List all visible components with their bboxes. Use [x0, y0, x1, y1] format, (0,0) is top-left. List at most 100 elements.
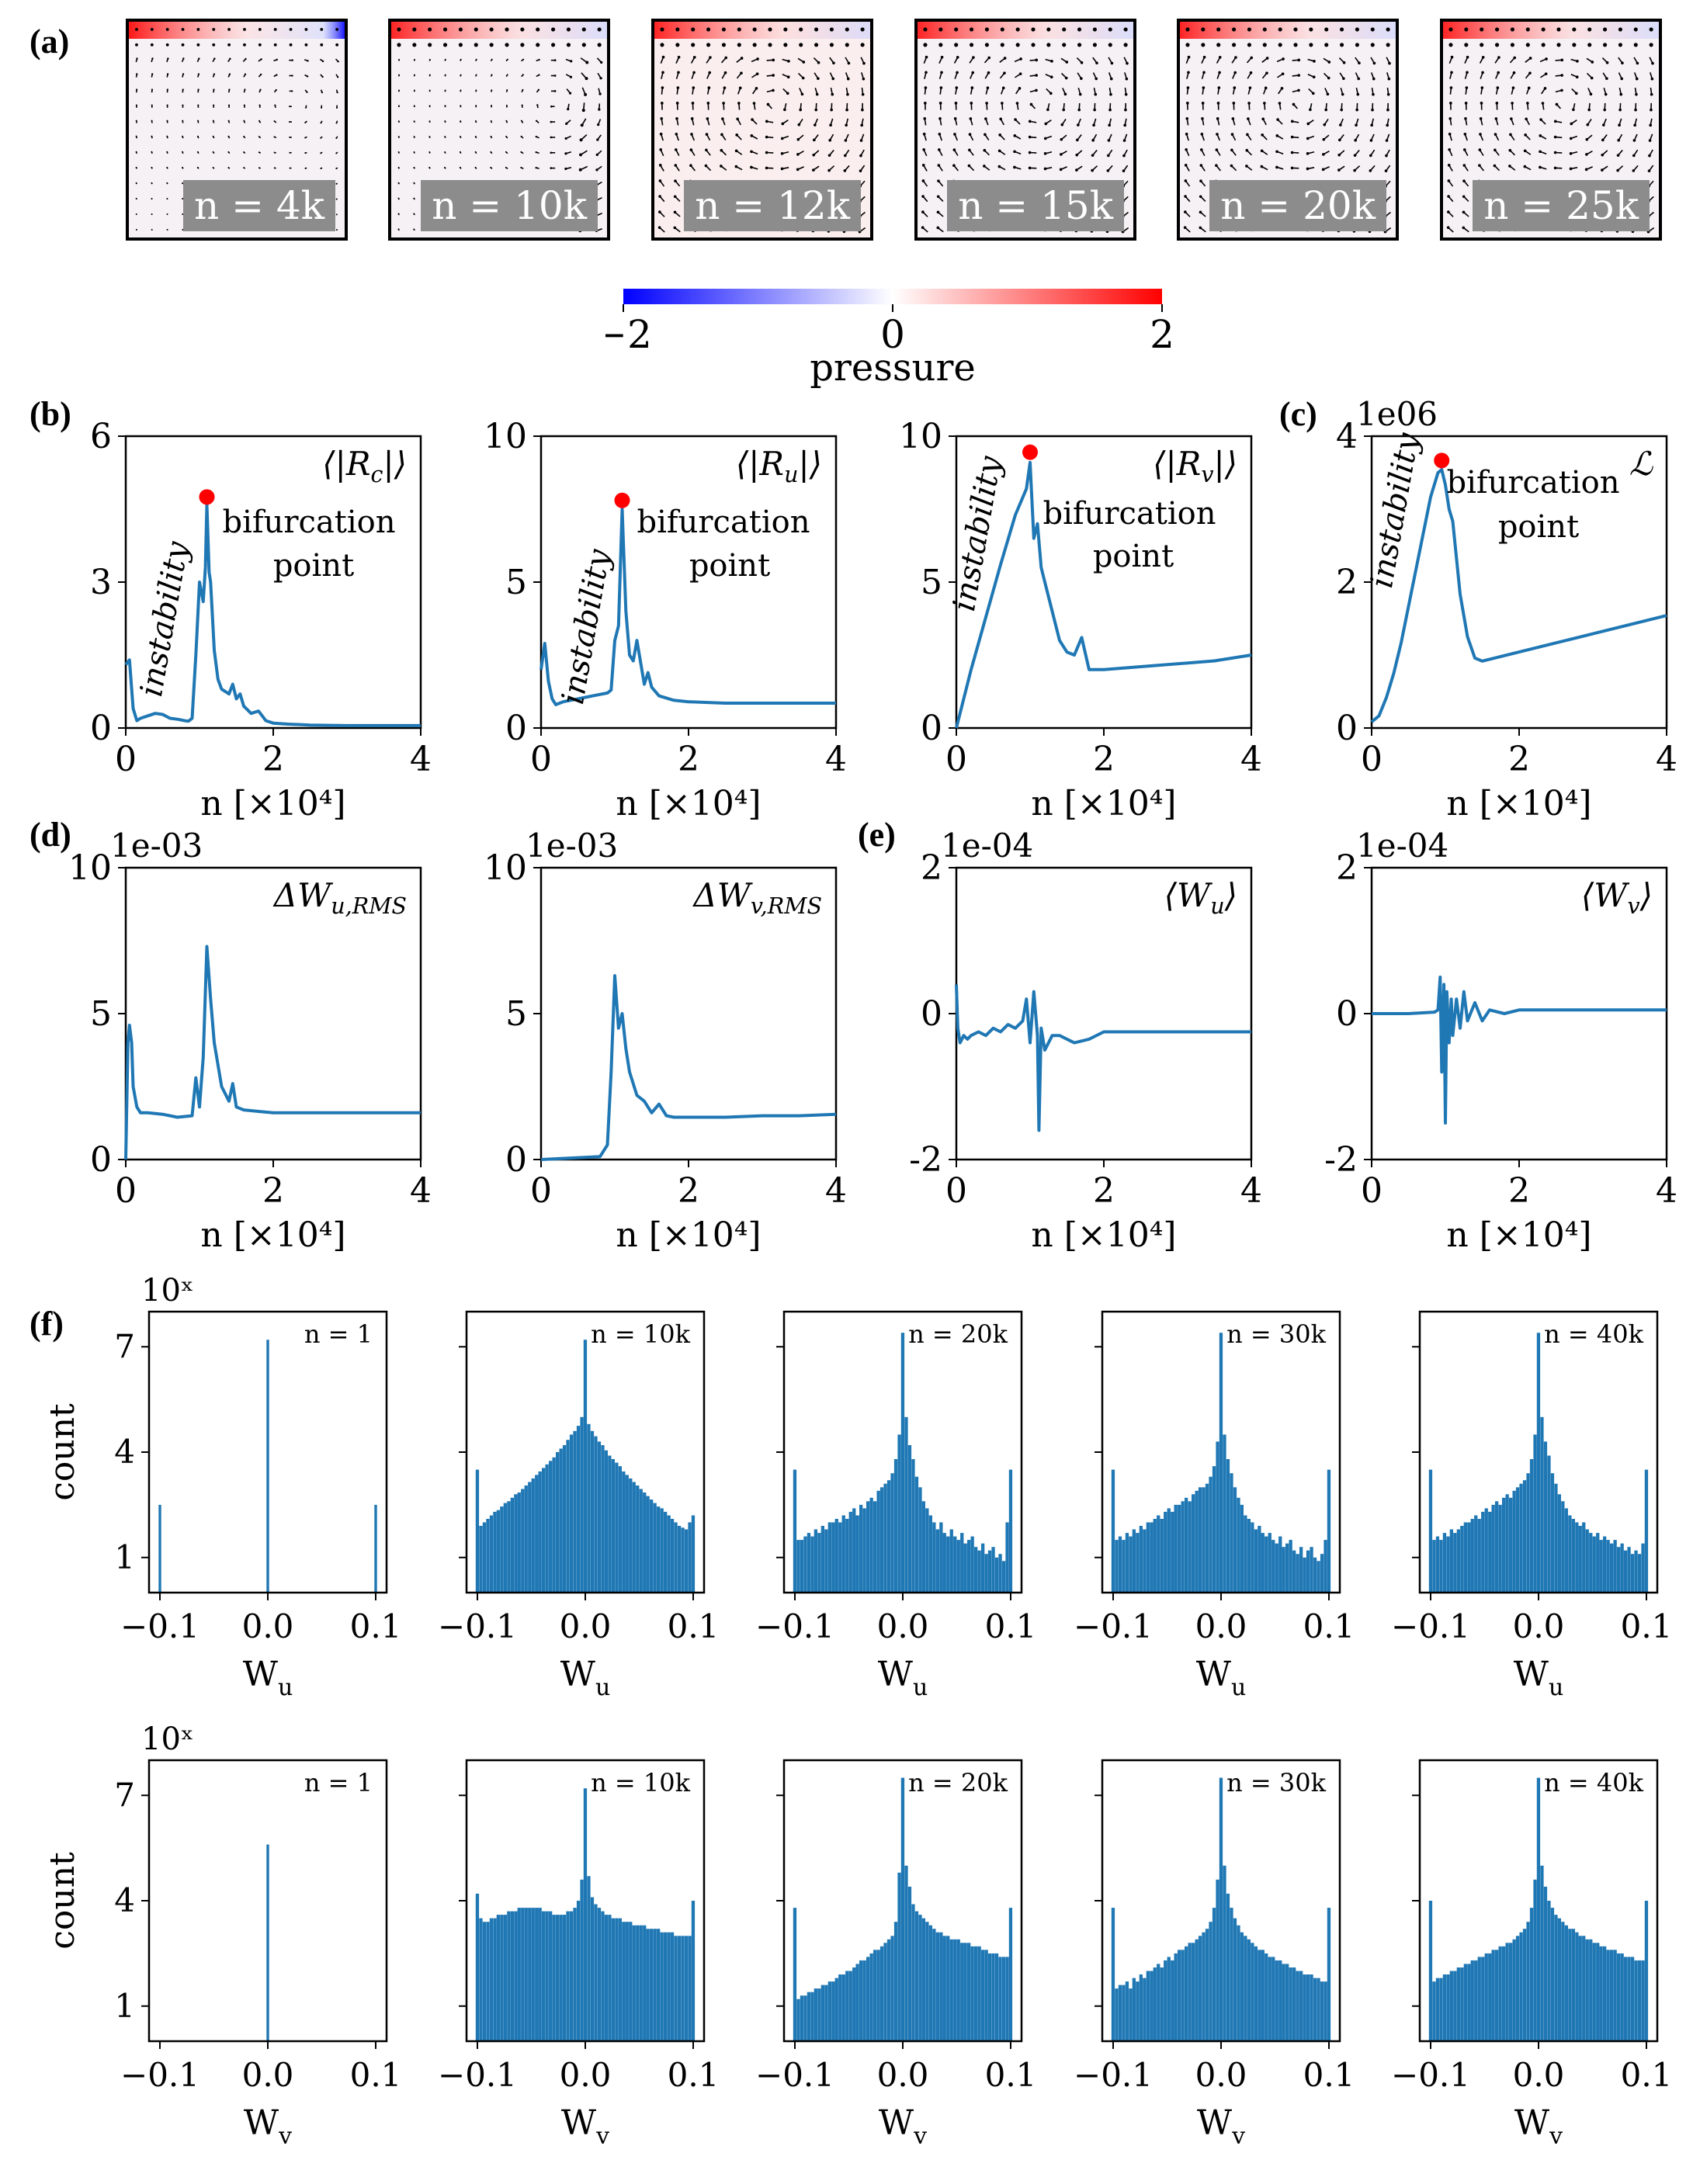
hist-bar	[1463, 1522, 1467, 1593]
velocity-arrow-head	[1216, 102, 1220, 105]
velocity-arrow-head	[1262, 43, 1267, 47]
hist-bar	[807, 1992, 811, 2041]
velocity-arrow-head	[921, 164, 925, 167]
hist-bar	[1582, 1522, 1586, 1593]
velocity-arrow-head	[925, 71, 928, 75]
velocity-arrow-head	[1280, 87, 1284, 90]
series-label--r-c-: ⟨|Rc|⟩	[322, 445, 407, 487]
velocity-arrow-head	[166, 182, 168, 184]
velocity-arrow-head	[1281, 72, 1285, 75]
hist-bar	[681, 1527, 685, 1593]
series-line	[124, 945, 421, 1160]
velocity-arrow-head	[321, 75, 324, 78]
velocity-arrow-head	[520, 166, 522, 168]
velocity-arrow-head	[506, 89, 508, 92]
hist-label: n = 40k	[1544, 1319, 1643, 1349]
hist-bar	[552, 1915, 556, 2041]
velocity-arrow-head	[1028, 151, 1032, 154]
hist-bar	[622, 1922, 626, 2041]
hist-bar	[1289, 1967, 1292, 2041]
hist-bar	[667, 1515, 671, 1593]
velocity-arrow-head	[1028, 135, 1032, 139]
hist-bar	[1118, 1536, 1122, 1593]
velocity-arrow-head	[1184, 179, 1188, 182]
hist-bar	[893, 1922, 898, 2041]
velocity-arrow-head	[444, 120, 446, 123]
x-tick-label: 0.0	[1195, 2056, 1247, 2094]
hist-bar	[625, 1922, 629, 2041]
velocity-arrow-head	[660, 27, 664, 32]
x-tick-label: 4	[825, 740, 847, 779]
hist-bar	[1198, 1487, 1202, 1593]
hist-bar	[503, 1503, 507, 1593]
annotation-point: point	[273, 548, 354, 584]
hist-bar	[507, 1911, 511, 2041]
velocity-arrow-head	[921, 210, 925, 213]
x-tick-label: 0.1	[985, 2056, 1037, 2094]
velocity-arrow-head	[1245, 165, 1248, 168]
hist-bar	[1275, 1543, 1278, 1593]
hist-bar	[1265, 1953, 1268, 2041]
velocity-arrow-head	[1126, 61, 1129, 65]
velocity-arrow-head	[444, 105, 446, 107]
velocity-arrow-head	[151, 73, 154, 75]
hist-bar	[1230, 1908, 1233, 2041]
series-label--w-v-: ⟨Wv⟩	[1581, 876, 1653, 919]
velocity-arrow-head	[676, 86, 680, 89]
hist-bar	[1540, 1416, 1544, 1593]
velocity-arrow-head	[922, 132, 926, 136]
velocity-arrow-head	[135, 120, 137, 122]
velocity-arrow-head	[940, 55, 944, 59]
hist-bar	[510, 1911, 514, 2041]
velocity-arrow-head	[1322, 153, 1325, 156]
hist-bar	[538, 1471, 542, 1593]
velocity-arrow-head	[181, 28, 185, 31]
hist-bar	[820, 1985, 824, 2041]
hist-bar	[1244, 1515, 1247, 1593]
hist-bar	[1150, 1522, 1154, 1593]
velocity-arrow-head	[938, 27, 943, 32]
y-tick-label: 3	[90, 563, 112, 602]
velocity-arrow-head	[783, 43, 788, 47]
hist-bar	[883, 1943, 887, 2041]
hist-bar	[503, 1915, 507, 2041]
velocity-arrow-head	[538, 74, 540, 76]
y-tick-label: 5	[505, 994, 527, 1034]
velocity-arrow-head	[971, 71, 975, 75]
hist-bar	[1596, 1943, 1600, 2041]
velocity-arrow-head	[1091, 168, 1094, 172]
velocity-arrow-head	[936, 195, 940, 199]
hist-bar	[1526, 1922, 1530, 2041]
velocity-arrow-head	[166, 151, 168, 153]
velocity-arrow-head	[335, 137, 338, 139]
velocity-arrow-head	[136, 57, 138, 60]
velocity-arrow-head	[1265, 57, 1269, 60]
hist-bar	[1258, 1950, 1261, 2041]
hist-bar	[1564, 1508, 1568, 1593]
velocity-arrow-head	[1327, 76, 1330, 80]
velocity-arrow-head	[987, 71, 990, 75]
hist-bar	[1240, 1932, 1244, 2041]
hist-bar	[1205, 1483, 1209, 1593]
velocity-arrow-head	[814, 27, 819, 32]
hist-bar	[1150, 1971, 1154, 2041]
velocity-arrow-head	[766, 102, 770, 106]
hist-bar	[1111, 1908, 1115, 2041]
velocity-arrow-head	[1046, 27, 1051, 32]
x-tick-label: 0.1	[668, 1607, 720, 1645]
velocity-arrow-head	[566, 27, 571, 32]
y-tick-label: -2	[1324, 1140, 1358, 1180]
velocity-arrow-head	[1064, 76, 1068, 80]
velocity-arrow-head	[987, 56, 991, 60]
velocity-arrow-head	[658, 164, 662, 167]
velocity-arrow-head	[812, 153, 816, 157]
lid-pressure	[129, 22, 345, 39]
velocity-arrow-head	[259, 73, 262, 76]
hist-bar	[545, 1464, 549, 1593]
hist-bar	[1575, 1932, 1579, 2041]
hist-bar	[1606, 1540, 1610, 1593]
velocity-arrow-head	[475, 105, 477, 107]
velocity-arrow-head	[581, 27, 586, 32]
velocity-arrow-head	[1018, 72, 1022, 75]
hist-f-u-3: −0.1 0.0 0.1 n = 30k Wu	[1074, 1310, 1355, 1701]
